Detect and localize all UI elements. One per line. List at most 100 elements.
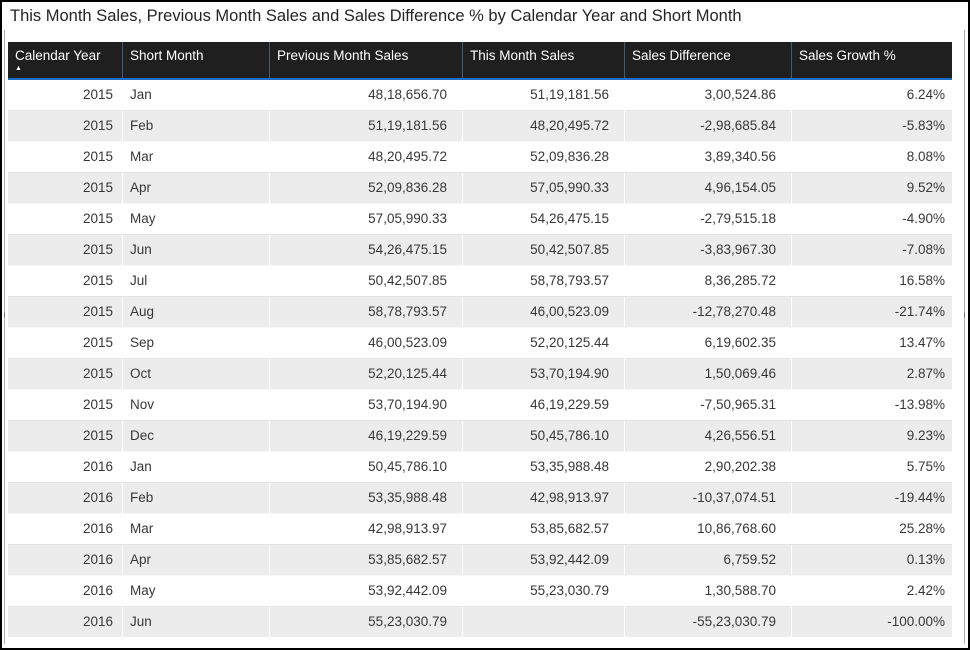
cell-previous_month_sales: 53,35,988.48 [270,483,463,513]
cell-sales_growth_pct: -7.08% [902,242,945,257]
cell-calendar_year: 2016 [8,483,123,513]
column-header-this-month-sales[interactable]: This Month Sales [463,42,625,78]
cell-sales_difference: 2,90,202.38 [625,452,792,482]
visual-title: This Month Sales, Previous Month Sales a… [10,7,742,25]
column-header-sales-growth-pct[interactable]: Sales Growth % [792,42,952,78]
cell-previous_month_sales: 53,70,194.90 [270,390,463,420]
cell-calendar_year: 2015 [8,359,123,389]
column-header-label: Short Month [130,48,204,63]
cell-sales_difference: -55,23,030.79 [625,607,792,637]
cell-this_month_sales: 58,78,793.57 [463,266,625,296]
table-row[interactable]: 2015 Mar 48,20,495.72 52,09,836.28 3,89,340.… [8,141,952,172]
cell-this_month_sales: 52,09,836.28 [463,142,625,172]
table-row[interactable]: 2016 May 53,92,442.09 55,23,030.79 1,30,588.… [8,575,952,606]
cell-this_month_sales: 46,00,523.09 [463,297,625,327]
cell-sales_growth_pct: 2.42% [906,583,945,598]
cell-sales_growth_pct: -5.83% [902,118,945,133]
cell-short_month: Jun [123,235,270,265]
table-row[interactable]: 2015 Jul 50,42,507.85 58,78,793.57 8,36,285.… [8,265,952,296]
cell-previous_month_sales: 53,85,682.57 [270,545,463,575]
cell-previous_month_sales: 55,23,030.79 [270,607,463,637]
table-row[interactable]: 2016 Apr 53,85,682.57 53,92,442.09 6,759.52 0… [8,544,952,575]
table-row[interactable]: 2015 Feb 51,19,181.56 48,20,495.72 -2,98,685… [8,110,952,141]
cell-sales_growth_pct: -19.44% [894,490,945,505]
cell-this_month_sales: 52,20,125.44 [463,328,625,358]
cell-calendar_year: 2015 [8,421,123,451]
cell-this_month_sales: 53,35,988.48 [463,452,625,482]
table-row[interactable]: 2015 Sep 46,00,523.09 52,20,125.44 6,19,602.… [8,327,952,358]
cell-calendar_year: 2016 [8,514,123,544]
cell-sales_difference: -7,50,965.31 [625,390,792,420]
cell-sales_difference: 8,36,285.72 [625,266,792,296]
cell-sales_growth_pct: 9.23% [906,428,945,443]
cell-sales_difference: 3,89,340.56 [625,142,792,172]
cell-this_month_sales: 48,20,495.72 [463,111,625,141]
table-row[interactable]: 2016 Mar 42,98,913.97 53,85,682.57 10,86,768… [8,513,952,544]
cell-short_month: Feb [123,483,270,513]
table-scrollbar[interactable] [964,30,965,644]
cell-this_month_sales: 42,98,913.97 [463,483,625,513]
cell-short_month: Mar [123,514,270,544]
cell-sales_growth_pct: 8.08% [906,149,945,164]
cell-short_month: Jul [123,266,270,296]
cell-sales_difference: 3,00,524.86 [625,80,792,110]
cell-this_month_sales: 46,19,229.59 [463,390,625,420]
cell-sales_growth_pct: -13.98% [894,397,945,412]
column-header-sales-difference[interactable]: Sales Difference [625,42,792,78]
table-row[interactable]: 2015 May 57,05,990.33 54,26,475.15 -2,79,515… [8,203,952,234]
cell-sales_growth_pct: 25.28% [899,521,945,536]
sales-table: Calendar Year ▲ Short Month Previous Mon… [8,42,952,637]
scrollbar-thumb[interactable] [964,312,965,319]
cell-calendar_year: 2016 [8,576,123,606]
cell-sales_growth_pct: -4.90% [902,211,945,226]
cell-sales_growth_pct: 9.52% [906,180,945,195]
cell-short_month: May [123,576,270,606]
cell-previous_month_sales: 58,78,793.57 [270,297,463,327]
sort-ascending-icon[interactable]: ▲ [15,65,22,72]
column-header-calendar-year[interactable]: Calendar Year ▲ [8,42,123,78]
table-row[interactable]: 2015 Oct 52,20,125.44 53,70,194.90 1,50,069.… [8,358,952,389]
table-row[interactable]: 2015 Nov 53,70,194.90 46,19,229.59 -7,50,965… [8,389,952,420]
cell-previous_month_sales: 48,20,495.72 [270,142,463,172]
cell-sales_growth_pct: -21.74% [894,304,945,319]
cell-calendar_year: 2015 [8,204,123,234]
table-row[interactable]: 2015 Jun 54,26,475.15 50,42,507.85 -3,83,967… [8,234,952,265]
column-header-previous-month-sales[interactable]: Previous Month Sales [270,42,463,78]
cell-short_month: Jan [123,80,270,110]
cell-this_month_sales: 55,23,030.79 [463,576,625,606]
visual-frame-left-line [4,30,5,644]
cell-short_month: Oct [123,359,270,389]
table-row[interactable]: 2015 Dec 46,19,229.59 50,45,786.10 4,26,556.… [8,420,952,451]
cell-sales_difference: -10,37,074.51 [625,483,792,513]
table-row[interactable]: 2015 Jan 48,18,656.70 51,19,181.56 3,00,524.… [8,80,952,110]
table-row[interactable]: 2015 Apr 52,09,836.28 57,05,990.33 4,96,154.… [8,172,952,203]
cell-short_month: Feb [123,111,270,141]
cell-sales_growth_pct: 16.58% [899,273,945,288]
table-row[interactable]: 2016 Feb 53,35,988.48 42,98,913.97 -10,37,07… [8,482,952,513]
cell-this_month_sales: 53,70,194.90 [463,359,625,389]
cell-this_month_sales: 50,45,786.10 [463,421,625,451]
cell-sales_difference: -12,78,270.48 [625,297,792,327]
cell-calendar_year: 2016 [8,545,123,575]
cell-short_month: Jun [123,607,270,637]
cell-calendar_year: 2015 [8,390,123,420]
cell-calendar_year: 2015 [8,266,123,296]
cell-this_month_sales: 50,42,507.85 [463,235,625,265]
column-header-label: Previous Month Sales [277,48,409,63]
column-header-short-month[interactable]: Short Month [123,42,270,78]
cell-sales_difference: 4,96,154.05 [625,173,792,203]
resize-handle-left[interactable] [4,312,5,319]
cell-previous_month_sales: 53,92,442.09 [270,576,463,606]
table-row[interactable]: 2015 Aug 58,78,793.57 46,00,523.09 -12,78,27… [8,296,952,327]
cell-sales_difference: 1,30,588.70 [625,576,792,606]
cell-calendar_year: 2016 [8,452,123,482]
cell-sales_growth_pct: 2.87% [906,366,945,381]
table-row[interactable]: 2016 Jun 55,23,030.79 -55,23,030.79 -100.00% [8,606,952,637]
cell-calendar_year: 2015 [8,142,123,172]
cell-previous_month_sales: 57,05,990.33 [270,204,463,234]
table-row[interactable]: 2016 Jan 50,45,786.10 53,35,988.48 2,90,202.… [8,451,952,482]
cell-sales_growth_pct: 6.24% [906,87,945,102]
cell-this_month_sales: 53,85,682.57 [463,514,625,544]
cell-this_month_sales: 51,19,181.56 [463,80,625,110]
